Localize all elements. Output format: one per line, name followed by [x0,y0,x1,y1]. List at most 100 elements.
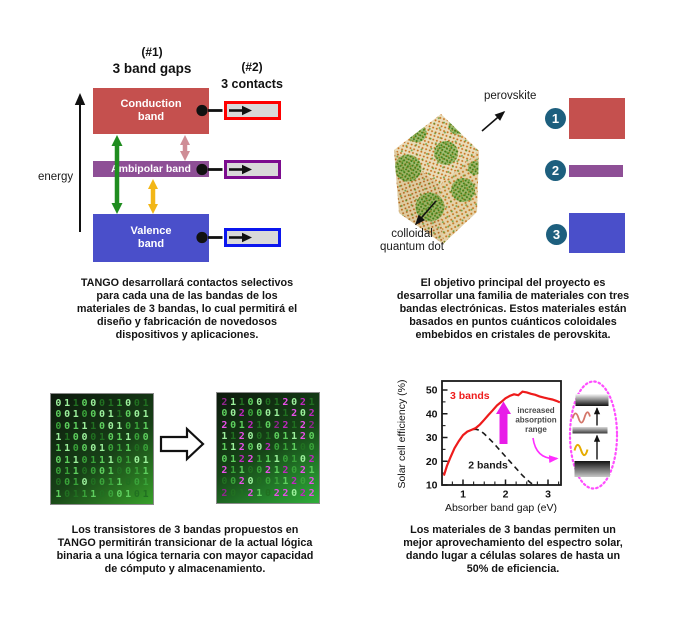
digit: 1 [273,476,280,488]
digit: 1 [125,454,132,466]
digit: 0 [256,465,263,477]
digit: 0 [90,432,97,444]
conduction-band: Conduction band [93,88,209,134]
digit: 0 [299,453,306,465]
digit: 0 [230,408,237,420]
digit: 1 [55,488,62,500]
digit: 0 [221,476,228,488]
digit: 1 [81,420,88,432]
digit: 0 [72,443,79,455]
digit: 0 [308,442,315,454]
digit: 0 [308,431,315,443]
conduction-band-label: Conduction band [120,97,182,123]
digit: 1 [98,443,105,455]
digit: 1 [291,419,298,431]
caption-solar: Los materiales de 3 bandas permiten un m… [403,524,623,575]
digit: 1 [264,431,271,443]
digit: 0 [81,398,88,410]
digit: 0 [98,488,105,500]
digit: 2 [291,408,298,420]
digit: 0 [81,454,88,466]
digit: 0 [282,453,289,465]
digit: 0 [116,466,123,478]
svg-text:3 bands: 3 bands [450,390,490,402]
colloidal-quantum-dot-label: colloidal quantum dot [380,228,444,254]
digit: 1 [142,454,149,466]
digit: 0 [133,409,140,421]
digit: 1 [133,466,140,478]
binary-to-ternary-arrow-icon [159,426,205,462]
digit: 0 [256,476,263,488]
legend-rect-valence [569,213,625,253]
digit: 0 [247,408,254,420]
digit: 0 [125,409,132,421]
svg-text:absorption: absorption [515,416,556,425]
digit: 1 [256,453,263,465]
digit: 1 [133,420,140,432]
digit: 0 [55,477,62,489]
contact-valence [224,228,281,247]
digit: 0 [125,466,132,478]
contacts-title-number: (#2) [241,60,263,74]
legend-number-2: 2 [551,163,560,178]
red-photon-wave-icon [571,411,591,424]
svg-text:1: 1 [460,489,466,501]
digit: 1 [230,465,237,477]
digit: 0 [107,443,114,455]
svg-text:50: 50 [426,385,438,397]
digit: 0 [90,443,97,455]
digit: 2 [238,442,245,454]
digit: 2 [238,476,245,488]
digit: 2 [273,487,280,499]
svg-text:10: 10 [426,480,438,492]
svg-text:increased: increased [517,406,554,415]
digit: 0 [299,476,306,488]
digit: 2 [247,419,254,431]
digit: 2 [299,397,306,409]
digit: 1 [142,409,149,421]
digit: 0 [64,409,71,421]
digit: 2 [221,397,228,409]
inset-upper-band [575,394,609,406]
digit: 0 [273,431,280,443]
ambipolar-band-label: Ambipolar band [111,162,191,175]
contact-conduction [224,101,281,120]
digit: 0 [81,466,88,478]
digit: 0 [107,488,114,500]
digit: 1 [282,408,289,420]
digit: 1 [90,420,97,432]
digit: 2 [308,408,315,420]
digit: 1 [142,477,149,489]
digit: 0 [230,487,237,499]
digit: 0 [221,453,228,465]
digit: 0 [81,443,88,455]
digit: 1 [221,431,228,443]
digit: 1 [142,398,149,410]
digit: 0 [247,431,254,443]
digit: 0 [90,477,97,489]
energy-axis-label: energy [38,171,74,183]
digit: 1 [291,442,298,454]
digit: 0 [264,419,271,431]
digit: 2 [299,431,306,443]
digit: 1 [90,454,97,466]
digit: 0 [55,398,62,410]
inset-lower-band [574,461,610,477]
digit: 1 [107,454,114,466]
digit: 0 [247,397,254,409]
digit: 0 [98,477,105,489]
digit: 1 [72,398,79,410]
digit: 2 [238,431,245,443]
digit: 1 [116,398,123,410]
digit: 1 [282,431,289,443]
solar-efficiency-chart: 1 2 3 10 20 30 40 50 2 bands 3 bands Absorber band… [396,380,619,514]
digit: 0 [291,397,298,409]
caption-materials: El objetivo principal del proyecto es de… [396,277,630,341]
digit: 0 [247,442,254,454]
digit: 1 [72,477,79,489]
digit: 1 [264,453,271,465]
digit: 0 [247,465,254,477]
